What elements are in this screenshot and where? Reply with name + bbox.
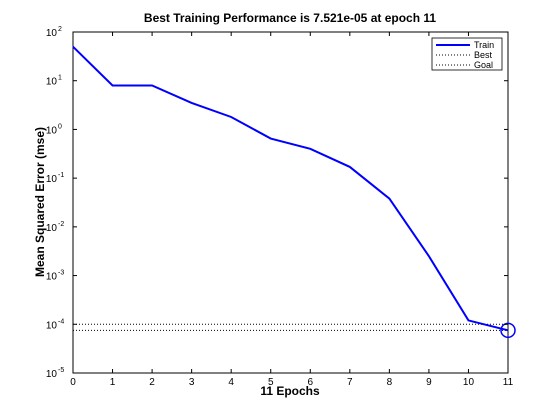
series-point xyxy=(310,148,311,149)
legend-train-label: Train xyxy=(474,40,494,50)
series-point xyxy=(152,85,153,86)
legend-best-label: Best xyxy=(474,50,493,60)
series-point xyxy=(73,46,74,47)
y-tick-label: 10 xyxy=(46,272,58,283)
y-tick-exponent: -2 xyxy=(58,221,64,228)
legend-goal-label: Goal xyxy=(474,60,493,70)
x-axis-label: 11 Epochs xyxy=(260,384,320,398)
x-tick-label: 7 xyxy=(347,377,353,388)
y-tick-exponent: 1 xyxy=(58,75,62,82)
series-point xyxy=(349,166,350,167)
x-tick-label: 9 xyxy=(426,377,432,388)
y-tick-exponent: -3 xyxy=(58,270,64,277)
y-tick-label: 10 xyxy=(46,77,58,88)
y-tick-exponent: -1 xyxy=(58,172,64,179)
x-tick-label: 2 xyxy=(149,377,155,388)
series-point xyxy=(468,320,469,321)
series-point xyxy=(508,330,509,331)
y-tick-exponent: 2 xyxy=(58,26,62,33)
series-point xyxy=(112,85,113,86)
x-tick-label: 1 xyxy=(110,377,116,388)
x-tick-label: 0 xyxy=(70,377,76,388)
series-point xyxy=(270,138,271,139)
legend: Train Best Goal xyxy=(432,38,502,70)
series-point xyxy=(231,116,232,117)
series-point xyxy=(428,256,429,257)
y-tick-label: 10 xyxy=(46,174,58,185)
y-tick-label: 10 xyxy=(46,320,58,331)
y-axis-label: Mean Squared Error (mse) xyxy=(33,127,47,277)
y-tick-exponent: 0 xyxy=(58,123,62,130)
y-tick-label: 10 xyxy=(46,369,58,380)
y-tick-label: 10 xyxy=(46,223,58,234)
y-tick-exponent: -4 xyxy=(58,318,64,325)
x-tick-label: 11 xyxy=(503,377,514,388)
x-tick-label: 8 xyxy=(387,377,393,388)
y-tick-label: 10 xyxy=(46,125,58,136)
plot-area xyxy=(73,32,516,373)
series-point xyxy=(389,198,390,199)
axes-box xyxy=(73,32,508,373)
x-tick-label: 4 xyxy=(228,377,234,388)
chart-title: Best Training Performance is 7.521e-05 a… xyxy=(144,11,436,25)
y-tick-label: 10 xyxy=(46,28,58,39)
y-tick-exponent: -5 xyxy=(58,367,64,374)
x-tick-label: 10 xyxy=(463,377,475,388)
series-point xyxy=(191,102,192,103)
x-tick-label: 3 xyxy=(189,377,195,388)
